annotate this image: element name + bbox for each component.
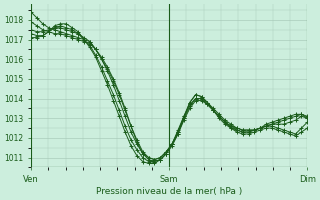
X-axis label: Pression niveau de la mer( hPa ): Pression niveau de la mer( hPa )	[96, 187, 242, 196]
